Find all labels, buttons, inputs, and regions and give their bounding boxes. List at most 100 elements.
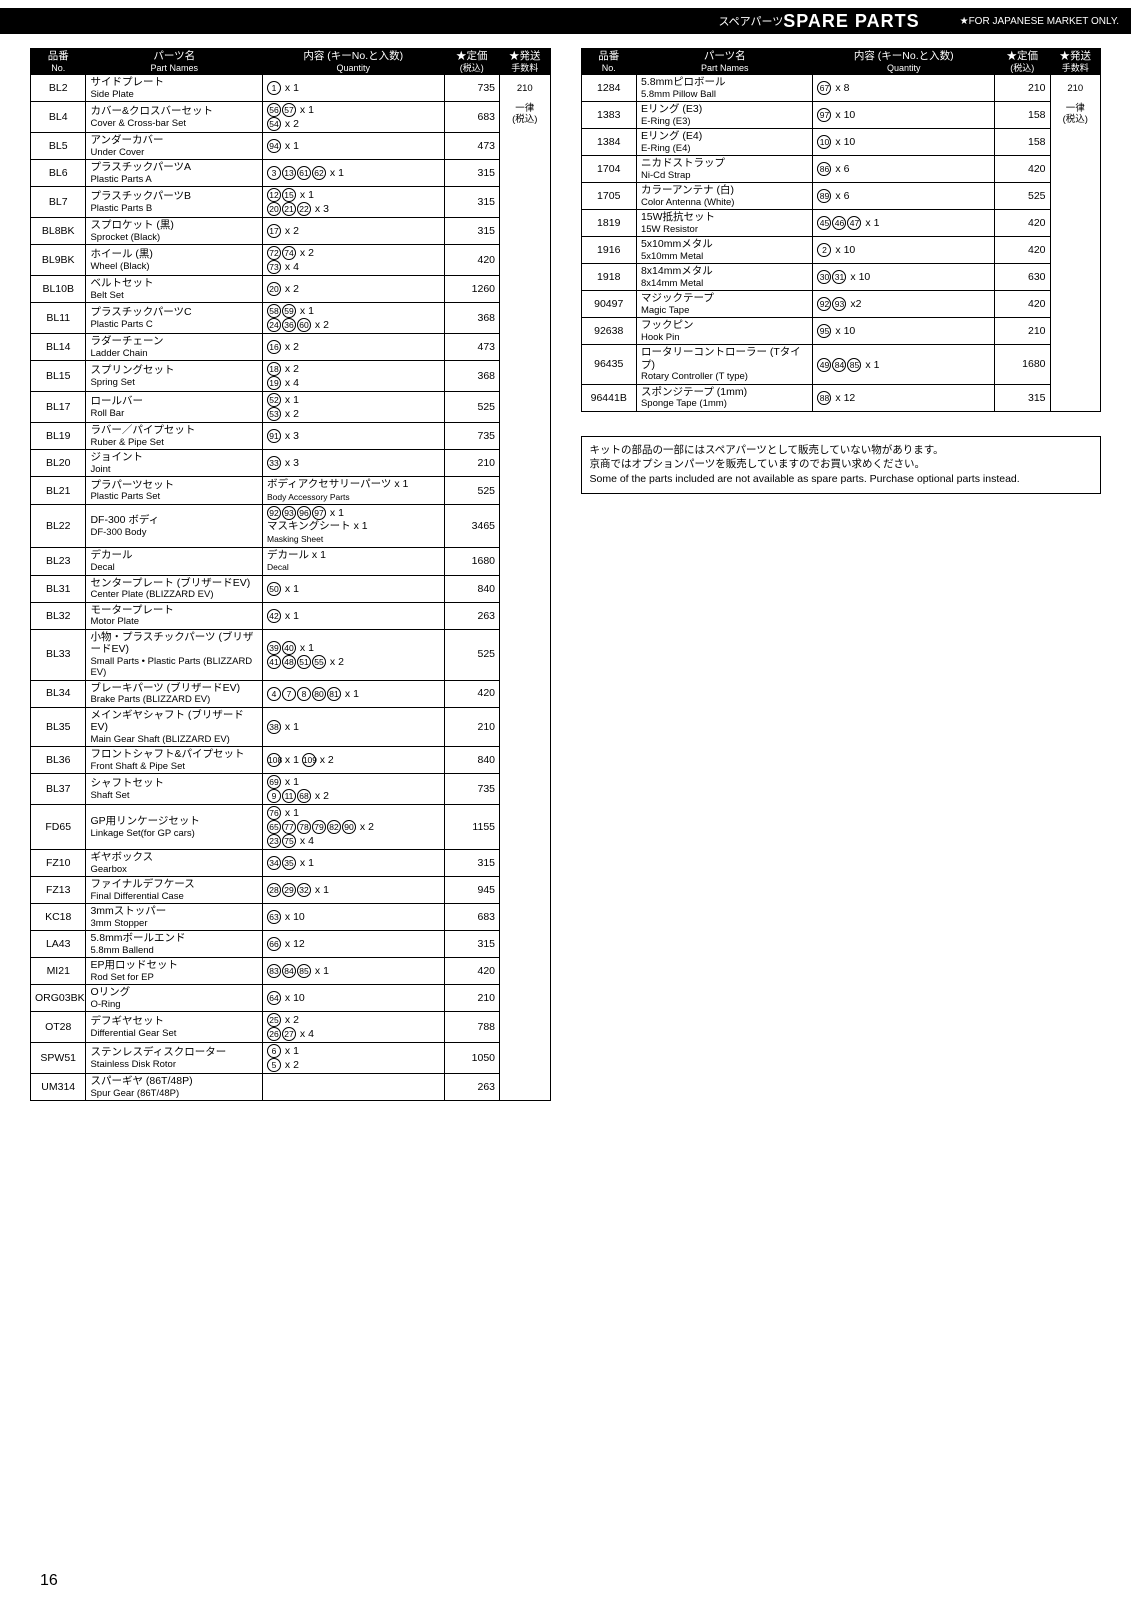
part-name: ホイール (黒)Wheel (Black) — [86, 245, 263, 276]
table-row: BL22DF-300 ボディDF-300 Body92939697 x 1マスキ… — [31, 505, 551, 547]
part-price: 3465 — [444, 505, 499, 547]
table-row: 1705カラーアンテナ (白)Color Antenna (White)89 x… — [581, 183, 1101, 210]
header-row: 品番No. パーツ名Part Names 内容 (キーNo.と入数)Quanti… — [31, 49, 551, 75]
part-qty: 95 x 10 — [813, 318, 995, 345]
table-row: BL23デカールDecalデカール x 1Decal1680 — [31, 547, 551, 575]
table-row: BL35メインギヤシャフト (ブリザードEV)Main Gear Shaft (… — [31, 707, 551, 747]
title-bar: スペアパーツ SPARE PARTS ★ FOR JAPANESE MARKET… — [0, 8, 1131, 34]
title-jp: スペアパーツ — [718, 13, 783, 29]
table-row: BL32モータープレートMotor Plate42 x 1263 — [31, 602, 551, 629]
part-qty: 7274 x 273 x 4 — [262, 245, 444, 276]
part-qty: 10 x 10 — [813, 129, 995, 156]
table-row: BL33小物・プラスチックパーツ (ブリザードEV)Small Parts • … — [31, 629, 551, 680]
part-name: プラスチックパーツAPlastic Parts A — [86, 160, 263, 187]
part-name: プラスチックパーツCPlastic Parts C — [86, 303, 263, 334]
part-qty: 5657 x 154 x 2 — [262, 102, 444, 133]
part-price: 420 — [444, 680, 499, 707]
part-price: 683 — [444, 904, 499, 931]
part-qty: 42 x 1 — [262, 602, 444, 629]
part-no: BL8BK — [31, 218, 86, 245]
part-name: スポンジテープ (1mm)Sponge Tape (1mm) — [636, 384, 813, 411]
table-row: BL11プラスチックパーツCPlastic Parts C5859 x 1243… — [31, 303, 551, 334]
part-qty: 1215 x 1202122 x 3 — [262, 187, 444, 218]
part-price: 158 — [995, 129, 1050, 156]
part-qty: 3940 x 141485155 x 2 — [262, 629, 444, 680]
part-no: BL17 — [31, 392, 86, 423]
table-row: BL6プラスチックパーツAPlastic Parts A3136162 x 13… — [31, 160, 551, 187]
part-name: フロントシャフト&パイプセットFront Shaft & Pipe Set — [86, 747, 263, 774]
part-price: 315 — [995, 384, 1050, 411]
part-qty: 52 x 153 x 2 — [262, 392, 444, 423]
part-qty: 38 x 1 — [262, 707, 444, 747]
table-row: BL19ラバー／パイプセットRuber & Pipe Set91 x 3735 — [31, 423, 551, 450]
part-qty: 18 x 219 x 4 — [262, 361, 444, 392]
table-row: MI21EP用ロッドセットRod Set for EP838485 x 1420 — [31, 958, 551, 985]
part-no: FZ10 — [31, 850, 86, 877]
table-row: BL36フロントシャフト&パイプセットFront Shaft & Pipe Se… — [31, 747, 551, 774]
part-price: 525 — [444, 629, 499, 680]
part-no: BL37 — [31, 774, 86, 805]
part-price: 1260 — [444, 276, 499, 303]
part-qty: 76 x 1657778798290 x 22375 x 4 — [262, 805, 444, 850]
part-name: サイドプレートSide Plate — [86, 75, 263, 102]
part-no: 96435 — [581, 345, 636, 385]
part-price: 315 — [444, 218, 499, 245]
part-name: スプリングセットSpring Set — [86, 361, 263, 392]
table-row: BL20ジョイントJoint33 x 3210 — [31, 450, 551, 477]
part-no: BL20 — [31, 450, 86, 477]
table-row: KC183mmストッパー3mm Stopper63 x 10683 — [31, 904, 551, 931]
title-note: FOR JAPANESE MARKET ONLY. — [969, 16, 1119, 27]
part-name: 5.8mmボールエンド5.8mm Ballend — [86, 931, 263, 958]
part-no: BL33 — [31, 629, 86, 680]
part-name: ステンレスディスクローターStainless Disk Rotor — [86, 1043, 263, 1074]
part-no: BL15 — [31, 361, 86, 392]
part-name: ラダーチェーンLadder Chain — [86, 334, 263, 361]
part-price: 210 — [444, 985, 499, 1012]
part-qty: ボディアクセサリーパーツ x 1Body Accessory Parts — [262, 477, 444, 505]
part-no: BL34 — [31, 680, 86, 707]
table-row: FD65GP用リンケージセットLinkage Set(for GP cars)7… — [31, 805, 551, 850]
part-qty: 9293 x2 — [813, 291, 995, 318]
part-name: スプロケット (黒)Sprocket (Black) — [86, 218, 263, 245]
part-no: FZ13 — [31, 877, 86, 904]
part-name: デフギヤセットDifferential Gear Set — [86, 1012, 263, 1043]
table-row: BL31センタープレート (ブリザードEV)Center Plate (BLIZ… — [31, 575, 551, 602]
part-name: センタープレート (ブリザードEV)Center Plate (BLIZZARD… — [86, 575, 263, 602]
part-qty: 33 x 3 — [262, 450, 444, 477]
table-row: 181915W抵抗セット15W Resistor454647 x 1420 — [581, 210, 1101, 237]
part-qty: 3136162 x 1 — [262, 160, 444, 187]
table-row: OT28デフギヤセットDifferential Gear Set25 x 226… — [31, 1012, 551, 1043]
part-no: OT28 — [31, 1012, 86, 1043]
part-qty: 1 x 1 — [262, 75, 444, 102]
part-qty: 89 x 6 — [813, 183, 995, 210]
part-price: 525 — [444, 477, 499, 505]
part-qty: 91 x 3 — [262, 423, 444, 450]
table-row: BL14ラダーチェーンLadder Chain16 x 2473 — [31, 334, 551, 361]
part-price: 210 — [995, 318, 1050, 345]
part-name: カラーアンテナ (白)Color Antenna (White) — [636, 183, 813, 210]
part-qty: 2 x 10 — [813, 237, 995, 264]
part-no: BL6 — [31, 160, 86, 187]
part-price: 210 — [444, 450, 499, 477]
part-no: UM314 — [31, 1074, 86, 1101]
part-qty: 50 x 1 — [262, 575, 444, 602]
part-qty: 63 x 10 — [262, 904, 444, 931]
part-price: 263 — [444, 602, 499, 629]
part-name: シャフトセットShaft Set — [86, 774, 263, 805]
ship-cell: 一律(税込) — [500, 102, 550, 1101]
parts-table-left: 品番No. パーツ名Part Names 内容 (キーNo.と入数)Quanti… — [30, 48, 551, 1101]
table-row: BL7プラスチックパーツBPlastic Parts B1215 x 12021… — [31, 187, 551, 218]
part-price: 1050 — [444, 1043, 499, 1074]
part-qty: 66 x 12 — [262, 931, 444, 958]
part-qty: 454647 x 1 — [813, 210, 995, 237]
part-name: スパーギヤ (86T/48P)Spur Gear (86T/48P) — [86, 1074, 263, 1101]
part-no: 1819 — [581, 210, 636, 237]
part-qty: 94 x 1 — [262, 133, 444, 160]
part-price: 473 — [444, 133, 499, 160]
part-no: BL10B — [31, 276, 86, 303]
table-row: BL8BKスプロケット (黒)Sprocket (Black)17 x 2315 — [31, 218, 551, 245]
part-qty: 92939697 x 1マスキングシート x 1Masking Sheet — [262, 505, 444, 547]
table-row: BL2サイドプレートSide Plate1 x 1735210 — [31, 75, 551, 102]
part-price: 1155 — [444, 805, 499, 850]
part-no: BL5 — [31, 133, 86, 160]
